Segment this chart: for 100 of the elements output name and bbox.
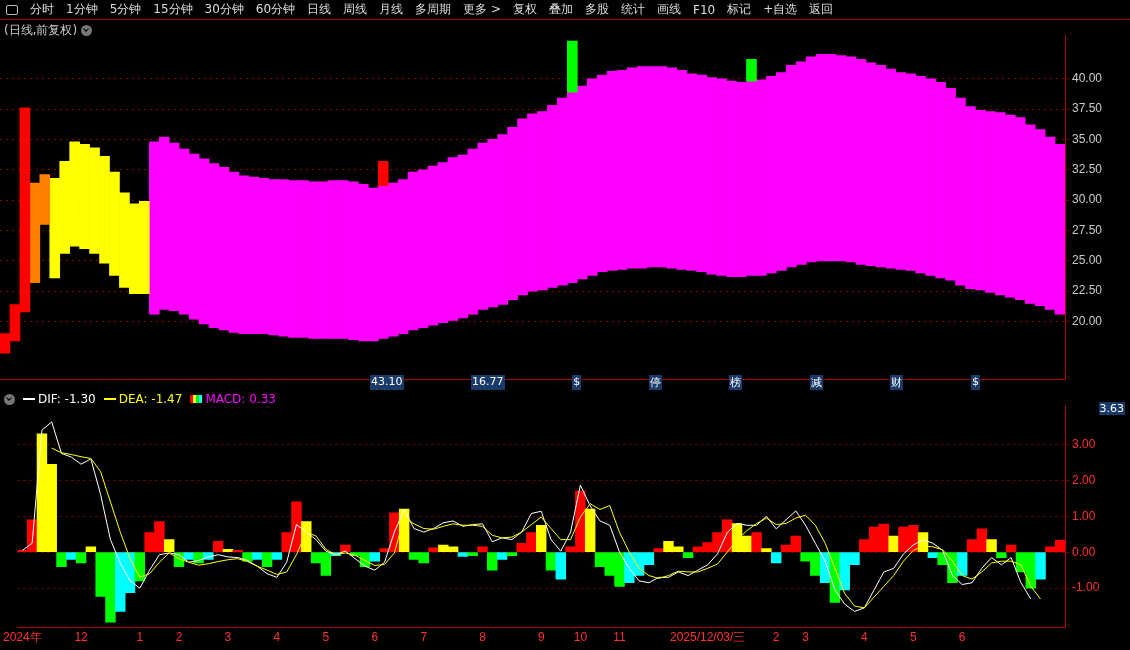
bar xyxy=(888,535,899,553)
annotation: 停 xyxy=(648,375,662,390)
annotation: 43.10 xyxy=(370,375,404,390)
x-tick-label: 12 xyxy=(74,630,89,645)
x-tick-label: 11 xyxy=(613,630,627,645)
text: +自选 xyxy=(762,1,799,18)
bar xyxy=(761,548,772,553)
text: 标记 xyxy=(726,1,753,18)
bar xyxy=(536,524,547,553)
bar xyxy=(222,549,234,553)
legend-label: DIF: -1.30 xyxy=(38,392,96,406)
annotation: 16.77 xyxy=(471,375,505,390)
bar xyxy=(75,552,87,564)
text: 30分钟 xyxy=(203,1,245,18)
y-tick-label: 25.00 xyxy=(1072,253,1103,268)
bar xyxy=(770,552,782,564)
bar xyxy=(506,552,518,557)
bar xyxy=(183,552,195,560)
bar xyxy=(261,552,273,567)
bar xyxy=(682,552,694,558)
bar xyxy=(377,160,389,186)
y-tick-label: 35.00 xyxy=(1072,131,1103,146)
bar xyxy=(545,552,557,571)
bar xyxy=(487,552,498,571)
text: 周线 xyxy=(342,1,369,18)
text: 返回 xyxy=(808,1,835,18)
text: 复权 xyxy=(512,1,538,18)
bar xyxy=(340,544,351,553)
bar xyxy=(163,539,175,553)
annotation: 减 xyxy=(809,375,823,390)
annotation: 榜 xyxy=(729,375,743,390)
bar xyxy=(271,552,283,560)
annotation: $ xyxy=(970,375,980,390)
bar xyxy=(457,552,469,557)
bar xyxy=(66,552,77,560)
text: 60分钟 xyxy=(254,1,297,18)
x-tick-label: 2 xyxy=(772,630,780,645)
text: 月线 xyxy=(378,1,405,18)
bar xyxy=(477,546,488,553)
y-tick-label: 0.00 xyxy=(1072,544,1096,559)
x-tick-label: 3 xyxy=(224,630,232,645)
bar xyxy=(85,546,97,553)
y-tick-label: 40.00 xyxy=(1072,71,1103,86)
text: 分时 xyxy=(29,1,55,18)
text: F10 xyxy=(692,2,717,17)
text: 统计 xyxy=(620,1,646,18)
bar xyxy=(996,552,1007,558)
bar xyxy=(1005,544,1017,553)
y-tick-label: 32.50 xyxy=(1072,162,1103,177)
text: 多周期 xyxy=(414,1,453,18)
x-tick-label: 5 xyxy=(909,630,917,645)
bar xyxy=(746,58,757,82)
bar xyxy=(653,548,664,553)
x-tick-label: 2 xyxy=(175,630,183,645)
bar xyxy=(252,552,263,560)
bar xyxy=(555,552,567,580)
bar xyxy=(751,532,762,553)
y-tick-label: 27.50 xyxy=(1072,222,1103,237)
y-tick-label: 22.50 xyxy=(1072,283,1103,298)
x-tick-label: 2025/12/03/三 xyxy=(669,630,746,645)
x-tick-label: 7 xyxy=(420,630,428,645)
y-tick-label: 1.00 xyxy=(1072,508,1096,523)
x-tick-label: 4 xyxy=(860,630,868,645)
legend-label: DEA: -1.47 xyxy=(118,392,183,406)
x-tick-label: 5 xyxy=(322,630,330,645)
x-tick-label: 6 xyxy=(371,630,379,645)
x-tick-label: 4 xyxy=(273,630,281,645)
y-tick-label: -1.00 xyxy=(1072,580,1100,595)
bar xyxy=(467,552,478,557)
bar xyxy=(369,552,381,562)
y-tick-label: 2.00 xyxy=(1072,472,1096,487)
text: 1分钟 xyxy=(65,1,99,18)
x-tick-label: 3 xyxy=(802,630,810,645)
text: 叠加 xyxy=(548,1,574,18)
x-tick-label: 10 xyxy=(573,630,588,645)
bar xyxy=(584,508,596,553)
bar xyxy=(986,539,997,553)
text: 3.63 xyxy=(1098,402,1125,415)
text: 5分钟 xyxy=(108,1,143,18)
bar xyxy=(212,541,224,553)
bar xyxy=(956,552,968,576)
annotation: $ xyxy=(572,375,582,390)
text: 15分钟 xyxy=(152,1,194,18)
bar xyxy=(927,552,939,558)
text: 日线 xyxy=(306,1,333,18)
legend-label: MACD: 0.33 xyxy=(205,392,276,406)
text: 多股 xyxy=(584,1,610,18)
y-tick-label: 20.00 xyxy=(1072,313,1103,328)
text: 更多 > xyxy=(462,1,502,18)
x-tick-label: 8 xyxy=(479,630,487,645)
bar xyxy=(496,552,508,560)
annotation: 财 xyxy=(890,375,904,390)
x-tick-label: 2024年 xyxy=(3,630,42,645)
y-tick-label: 37.50 xyxy=(1072,101,1103,116)
y-tick-label: 3.00 xyxy=(1072,436,1096,451)
bar xyxy=(56,552,67,567)
chart-title: (日线,前复权) xyxy=(4,22,78,39)
y-tick-label: 30.00 xyxy=(1072,192,1103,207)
x-tick-label: 1 xyxy=(136,630,144,645)
text: 画线 xyxy=(656,1,682,18)
